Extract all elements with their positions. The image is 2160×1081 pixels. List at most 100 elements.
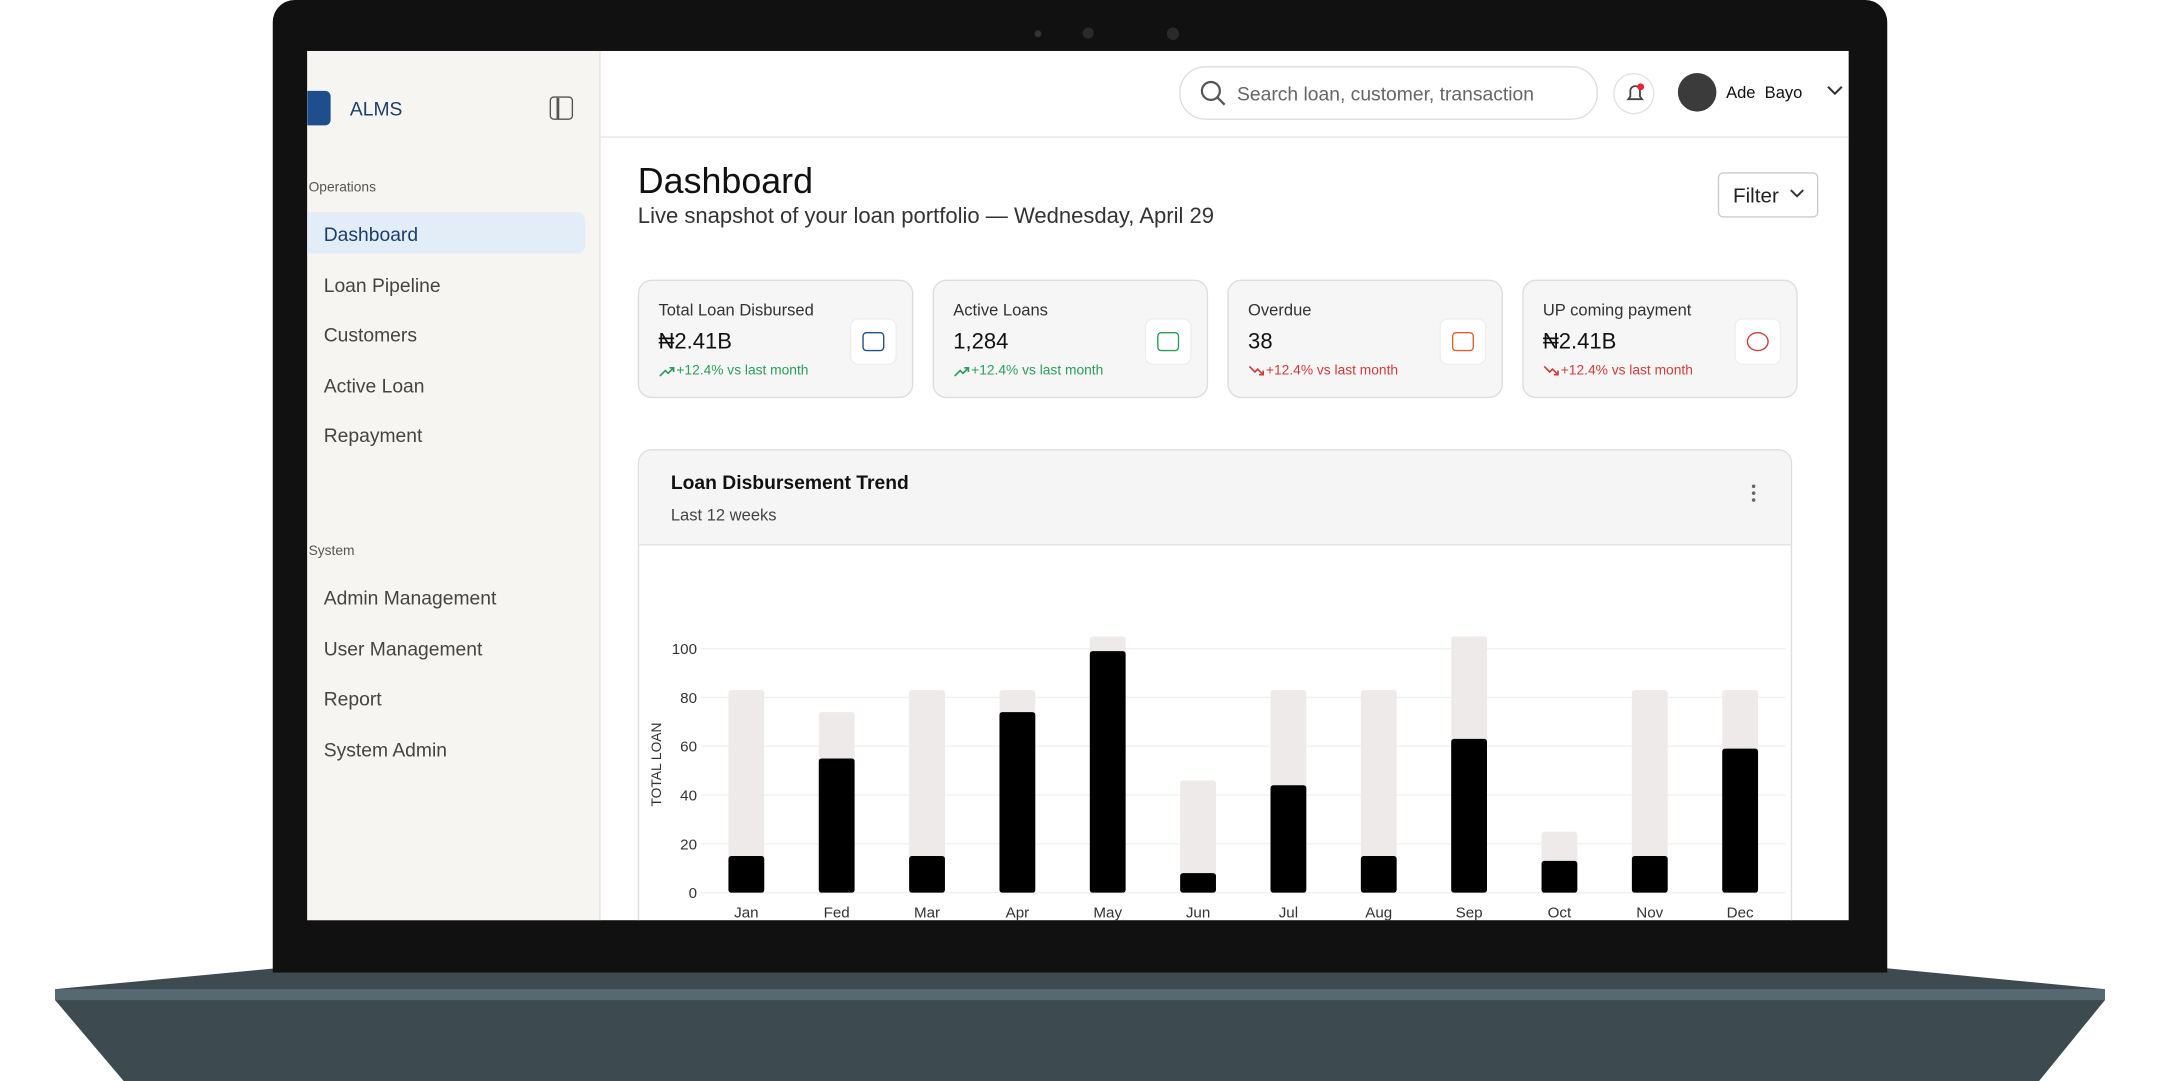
x-tick-label: Oct <box>1548 904 1572 920</box>
stat-value: 38 <box>1248 330 1273 355</box>
nav-item[interactable]: Repayment <box>307 413 585 454</box>
bar <box>818 758 855 893</box>
chart-header <box>639 450 1791 546</box>
stat-card: UP coming payment ₦2.41B +12.4% vs last mo… <box>1522 279 1798 399</box>
filter-label: Filter <box>1732 184 1779 209</box>
y-axis-label: TOTAL LOAN <box>649 723 664 807</box>
nav-item[interactable]: Active Loan <box>307 363 585 404</box>
bar <box>1631 690 1668 893</box>
y-tick-label: 100 <box>672 641 697 658</box>
screen: ALMS Operations Dashboard Loan Pipeline Cus… <box>307 50 1849 921</box>
nav-item-label[interactable]: Loan Pipeline <box>323 273 441 296</box>
y-tick-label: 40 <box>680 788 697 805</box>
stat-icon-glyph <box>1451 331 1474 352</box>
stat-card: Active Loans 1,284 +12.4% vs last month <box>932 279 1209 399</box>
chart-menu[interactable] <box>1749 484 1757 506</box>
collapse-button[interactable] <box>549 96 574 120</box>
chart-card: Loan Disbursement Trend Last 12 weeks 0 2… <box>637 449 1793 921</box>
bar <box>1631 856 1668 893</box>
stat-label: Active Loans <box>953 300 1048 320</box>
y-tick-label: 20 <box>680 836 697 853</box>
trend-arrow <box>1248 365 1265 376</box>
stat-value: ₦2.41B <box>1542 330 1617 355</box>
nav-item[interactable]: Customers <box>307 313 585 354</box>
stat-icon <box>1439 318 1487 366</box>
x-tick-label: Apr <box>1006 904 1030 920</box>
nav-item-label[interactable]: Customers <box>323 323 417 346</box>
bar <box>1089 651 1126 893</box>
nav-item[interactable]: Admin Management <box>307 576 585 617</box>
nav-item[interactable]: Report <box>307 676 585 717</box>
brand-logo <box>307 90 331 126</box>
stat-value: 1,284 <box>953 330 1009 355</box>
x-tick-label: May <box>1093 904 1122 920</box>
bar-chart: 0 20 40 60 80 100 TOTAL LOAN Jan Fed Mar Apr May Jun… <box>649 636 1786 920</box>
x-tick-label: Fed <box>824 904 850 920</box>
bar <box>1722 748 1759 893</box>
bar <box>1451 738 1488 893</box>
search-placeholder: Search loan, customer, transaction <box>1237 82 1534 105</box>
stat-icon-glyph <box>862 331 885 352</box>
x-tick-label: Jul <box>1279 904 1298 920</box>
avatar[interactable] <box>1677 73 1717 112</box>
stat-change: +12.4% vs last month <box>953 364 1103 379</box>
filter-button[interactable]: Filter <box>1717 172 1819 218</box>
stat-value: ₦2.41B <box>658 330 732 355</box>
stat-icon-glyph <box>1746 331 1769 352</box>
bar <box>1541 860 1578 893</box>
nav-item-label[interactable]: Dashboard <box>323 223 419 246</box>
x-tick-label: Aug <box>1365 904 1392 920</box>
stat-card: Overdue 38 +12.4% vs last month <box>1227 279 1503 399</box>
nav-item[interactable]: Loan Pipeline <box>307 262 585 303</box>
bar <box>909 856 945 893</box>
nav-item[interactable]: Dashboard <box>307 212 586 254</box>
trend-arrow <box>659 366 675 377</box>
user-name[interactable]: Ade Bayo <box>1726 82 1803 102</box>
nav-item-label[interactable]: User Management <box>323 637 483 660</box>
x-tick-label: Dec <box>1727 904 1754 920</box>
nav-item-label[interactable]: Admin Management <box>323 586 497 609</box>
user-menu-chevron[interactable] <box>1825 84 1844 98</box>
search-icon <box>1200 80 1226 106</box>
x-tick-label: Mar <box>914 904 940 920</box>
chart-title: Loan Disbursement Trend <box>670 471 909 494</box>
bar <box>1180 873 1216 893</box>
nav-section-title: System <box>308 544 355 560</box>
bar <box>728 690 765 893</box>
x-tick-label: Nov <box>1636 904 1663 920</box>
nav-item[interactable]: User Management <box>307 626 585 667</box>
brand: ALMS <box>349 97 403 120</box>
y-tick-label: 80 <box>680 690 697 707</box>
header-divider <box>599 136 1849 138</box>
y-tick-label: 60 <box>680 739 697 756</box>
stat-card: Total Loan Disbursed ₦2.41B +12.4% vs last… <box>637 279 914 399</box>
bar <box>1360 856 1397 893</box>
x-tick-label: Jan <box>734 904 758 920</box>
nav-item-label[interactable]: Active Loan <box>323 374 425 397</box>
nav-item-label[interactable]: Repayment <box>323 424 423 447</box>
trend-arrow <box>1543 365 1559 376</box>
notification-button[interactable] <box>1613 73 1655 115</box>
sidebar: ALMS Operations Dashboard Loan Pipeline Cus… <box>307 50 601 921</box>
stat-icon <box>849 318 897 366</box>
x-tick-label: Jun <box>1186 904 1210 920</box>
x-tick-label: Sep <box>1456 904 1483 920</box>
stat-change: +12.4% vs last month <box>658 364 808 379</box>
stat-icon <box>1144 318 1192 366</box>
bar <box>999 712 1036 893</box>
trend-arrow <box>954 366 970 377</box>
stat-change: +12.4% vs last month <box>1543 364 1693 379</box>
nav-item-label[interactable]: Report <box>323 687 382 710</box>
bar <box>1360 690 1397 893</box>
search-box[interactable]: Search loan, customer, transaction <box>1179 66 1598 120</box>
nav-item-label[interactable]: System Admin <box>323 737 447 760</box>
chart-subtitle: Last 12 weeks <box>670 505 777 525</box>
laptop-base <box>55 967 2105 1081</box>
y-tick-label: 0 <box>689 885 697 902</box>
page-title: Dashboard <box>637 159 814 202</box>
stat-change: +12.4% vs last month <box>1248 364 1398 379</box>
nav-item[interactable]: System Admin <box>307 727 585 768</box>
stat-icon <box>1734 318 1782 366</box>
stat-icon-glyph <box>1157 331 1180 352</box>
